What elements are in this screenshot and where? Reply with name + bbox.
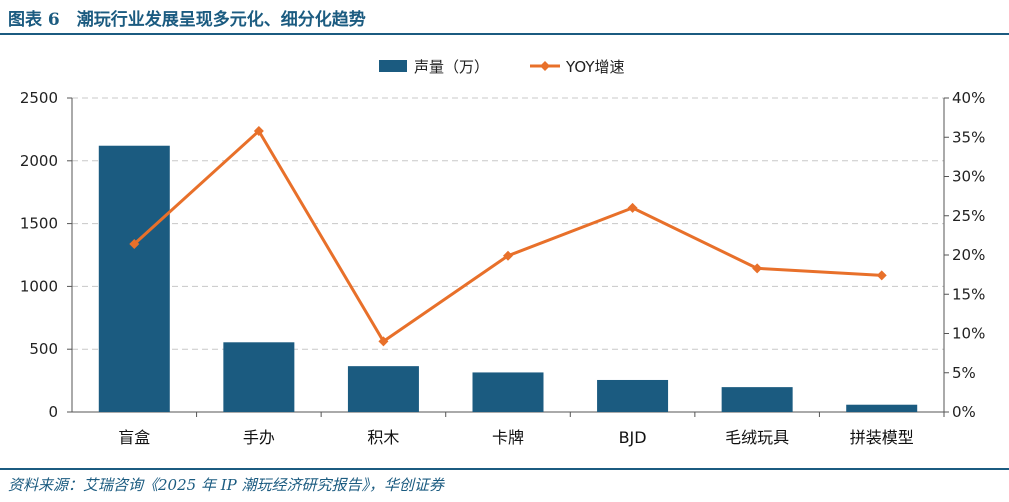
y-left-tick-label: 2500 <box>20 89 58 107</box>
top-divider <box>0 33 1009 35</box>
bar <box>98 145 170 412</box>
y-right-tick-label: 30% <box>952 168 985 186</box>
legend-bar-label: 声量（万） <box>414 58 489 76</box>
y-right-tick-label: 40% <box>952 89 985 107</box>
y-left-tick-label: 500 <box>29 340 58 358</box>
y-right-tick-label: 10% <box>952 325 985 343</box>
yoy-marker <box>503 250 513 261</box>
x-tick-label: 盲盒 <box>118 428 150 447</box>
legend-line-marker <box>540 61 550 71</box>
y-left-tick-label: 2000 <box>20 152 58 170</box>
yoy-marker <box>752 263 763 274</box>
y-left-tick-label: 1500 <box>20 215 58 233</box>
source-note: 资料来源：艾瑞咨询《2025 年 IP 潮玩经济研究报告》，华创证券 <box>8 476 444 494</box>
y-left-tick-label: 1000 <box>20 277 58 295</box>
bar <box>472 372 544 412</box>
x-tick-label: 拼装模型 <box>850 428 914 447</box>
y-right-tick-label: 5% <box>952 364 976 382</box>
x-tick-label: 手办 <box>243 428 275 447</box>
yoy-marker <box>253 125 264 136</box>
figure-header: 图表 6 潮玩行业发展呈现多元化、细分化趋势 <box>0 0 1009 35</box>
y-left-tick-label: 0 <box>48 403 58 421</box>
yoy-marker <box>876 270 887 281</box>
bar <box>347 366 419 412</box>
bottom-divider <box>0 468 1009 470</box>
x-tick-label: 毛绒玩具 <box>725 428 789 447</box>
y-right-tick-label: 20% <box>952 246 985 264</box>
figure-title: 图表 6 潮玩行业发展呈现多元化、细分化趋势 <box>8 10 366 30</box>
y-right-tick-label: 15% <box>952 285 985 303</box>
bar <box>721 387 793 412</box>
combo-chart: 0 500 1000 1500 2000 2500 0% 5% 10% 15% 20% 25% 30% 3… <box>20 58 986 447</box>
yoy-marker <box>378 336 389 347</box>
yoy-line <box>133 129 882 343</box>
bar <box>597 379 669 412</box>
legend-bar-swatch <box>379 60 407 72</box>
legend-line-label: YOY增速 <box>565 58 625 76</box>
y-right-tick-label: 25% <box>952 207 985 225</box>
bar <box>223 342 295 412</box>
yoy-marker <box>627 202 638 213</box>
y-right-tick-label: 0% <box>952 403 976 421</box>
x-tick-label: 积木 <box>367 428 399 447</box>
y-right-tick-label: 35% <box>952 128 985 146</box>
x-tick-label: BJD <box>619 428 647 447</box>
yoy-marker <box>129 239 140 250</box>
x-tick-label: 卡牌 <box>492 428 524 447</box>
bar <box>846 404 918 412</box>
